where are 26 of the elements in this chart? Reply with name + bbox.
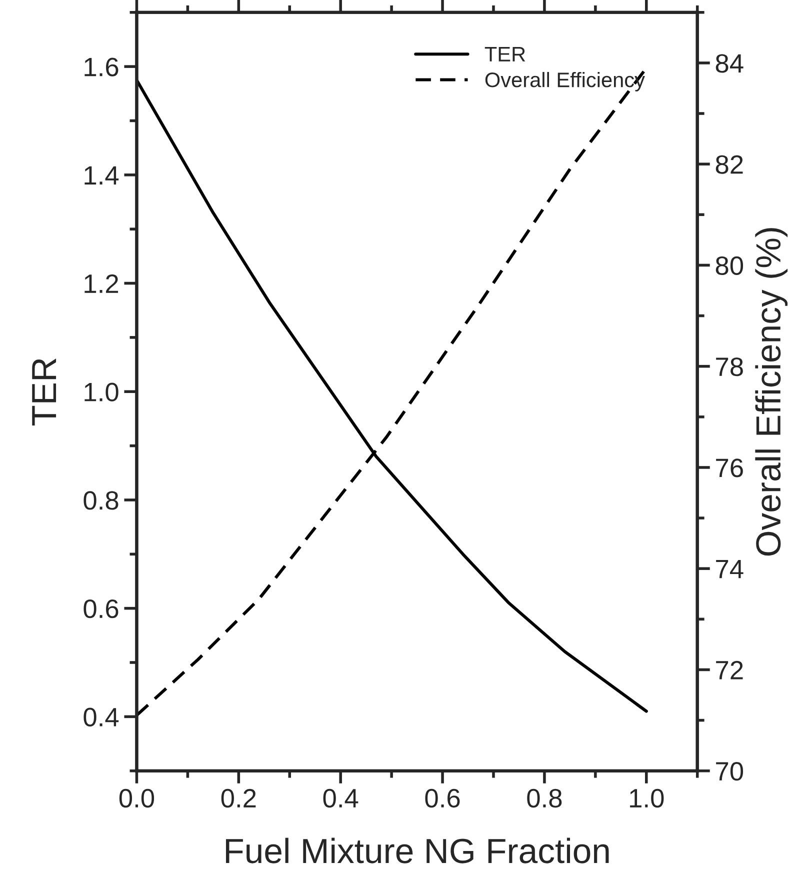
y-tick-label: 0.4: [84, 708, 119, 726]
y2-tick-label: 84: [716, 54, 744, 73]
x-tick-label: 0.2: [221, 788, 256, 808]
legend-label: Overall Efficiency: [485, 72, 645, 92]
x-tick-label: 1.0: [630, 788, 664, 808]
x-axis-title: Fuel Mixture NG Fraction: [226, 838, 609, 864]
y-tick-label: 1.0: [84, 382, 118, 402]
y2-tick-label: 80: [716, 256, 744, 276]
y2-tick-label: 74: [716, 560, 744, 578]
y-tick-label: 1.2: [84, 274, 118, 293]
y2-tick-label: 76: [716, 458, 743, 478]
y-tick-label: 1.4: [84, 166, 119, 184]
x-tick-label: 0.6: [425, 788, 460, 808]
y-tick-label: 1.6: [84, 58, 118, 76]
y-axis-title: TER: [32, 358, 56, 426]
x-tick-label: 0.8: [527, 788, 562, 808]
x-tick-label: 0.4: [323, 788, 358, 808]
y2-axis-title: Overall Efficiency (%): [755, 228, 788, 556]
y2-tick-label: 72: [716, 660, 743, 680]
y-tick-label: 0.6: [84, 599, 118, 618]
y-tick-label: 0.8: [84, 491, 118, 510]
legend-label: TER: [484, 47, 526, 62]
y2-tick-label: 70: [716, 762, 744, 781]
x-tick-label: 0.0: [119, 788, 154, 808]
y2-tick-label: 78: [716, 357, 743, 376]
y2-tick-label: 82: [716, 155, 743, 174]
